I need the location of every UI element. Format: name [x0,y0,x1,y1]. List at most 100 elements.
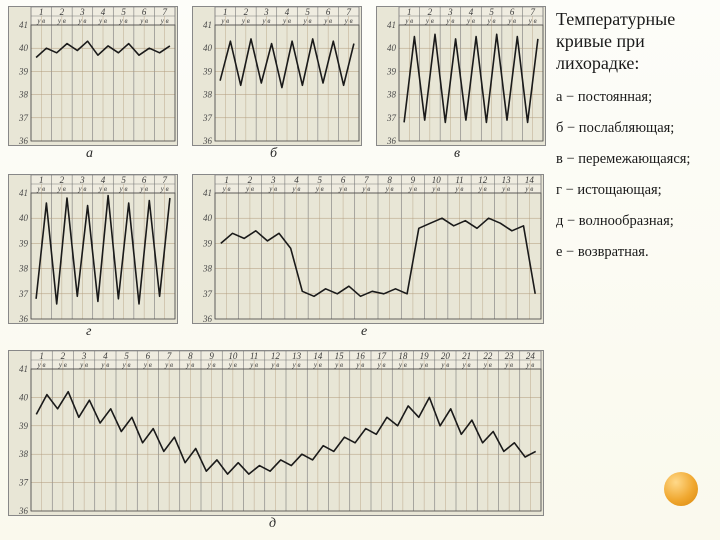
svg-text:16: 16 [356,351,366,361]
svg-text:14: 14 [313,351,323,361]
svg-text:у в: у в [270,361,279,369]
svg-text:10: 10 [228,351,238,361]
svg-text:24: 24 [526,351,536,361]
svg-text:у в: у в [185,361,194,369]
svg-text:у в: у в [268,185,277,193]
legend-item-4: д − волнообразная; [556,212,716,231]
svg-text:у в: у в [292,185,301,193]
legend-item-5: е − возвратная. [556,243,716,262]
svg-text:38: 38 [202,264,213,274]
svg-text:15: 15 [335,351,345,361]
svg-text:5: 5 [121,7,126,17]
svg-text:40: 40 [387,43,397,53]
svg-text:у в: у в [119,185,128,193]
svg-text:17: 17 [377,351,387,361]
svg-text:у в: у в [220,17,229,25]
svg-text:40: 40 [19,392,29,402]
svg-text:у в: у в [385,185,394,193]
svg-text:18: 18 [398,351,408,361]
slide-title: Температурные кривые при лихорадке: [556,8,716,74]
svg-text:2: 2 [60,7,65,17]
chart-caption-b: б [270,146,277,162]
svg-text:40: 40 [19,43,29,53]
svg-text:1: 1 [39,351,44,361]
chart-caption-g: г [86,324,91,340]
svg-text:у в: у в [36,185,45,193]
svg-text:у в: у в [36,17,45,25]
svg-text:39: 39 [18,238,29,248]
svg-text:у в: у в [164,361,173,369]
chart-d: 1у в2у в3у в4у в5у в6у в7у в8у в9у в10у … [8,350,544,516]
svg-text:у в: у в [425,17,434,25]
svg-text:у в: у в [455,185,464,193]
legend-item-1: б − послабляющая; [556,119,716,138]
svg-text:у в: у в [501,185,510,193]
svg-text:у в: у в [241,17,250,25]
chart-caption-a: а [86,146,93,162]
svg-text:6: 6 [326,7,331,17]
svg-text:у в: у в [37,361,46,369]
svg-text:у в: у в [338,185,347,193]
svg-text:37: 37 [18,113,29,123]
svg-text:у в: у в [466,17,475,25]
svg-text:39: 39 [202,238,213,248]
svg-text:7: 7 [162,175,167,185]
svg-text:у в: у в [249,361,258,369]
svg-text:37: 37 [386,113,397,123]
svg-text:у в: у в [445,17,454,25]
svg-text:39: 39 [18,66,29,76]
svg-text:20: 20 [441,351,451,361]
svg-text:1: 1 [407,7,412,17]
svg-text:41: 41 [203,20,212,30]
svg-text:38: 38 [18,449,29,459]
svg-text:2: 2 [244,7,249,17]
svg-text:5: 5 [489,7,494,17]
svg-text:у в: у в [323,17,332,25]
legend-item-3: г − истощающая; [556,181,716,200]
svg-text:у в: у в [245,185,254,193]
svg-text:у в: у в [483,361,492,369]
svg-text:8: 8 [188,351,193,361]
svg-text:41: 41 [19,188,28,198]
svg-text:у в: у в [77,17,86,25]
svg-text:3: 3 [447,7,453,17]
svg-text:у в: у в [355,361,364,369]
svg-text:у в: у в [222,185,231,193]
chart-e: 1у в2у в3у в4у в5у в6у в7у в8у в9у в10у … [192,174,544,324]
svg-text:41: 41 [387,20,396,30]
svg-text:40: 40 [19,213,29,223]
svg-text:у в: у в [303,17,312,25]
svg-text:2: 2 [61,351,66,361]
svg-text:36: 36 [202,136,213,145]
svg-text:36: 36 [18,136,29,145]
svg-text:36: 36 [18,314,29,323]
svg-text:37: 37 [202,113,213,123]
svg-text:у в: у в [334,361,343,369]
chart-caption-e: е [361,324,367,340]
svg-text:2: 2 [60,175,65,185]
svg-text:у в: у в [77,185,86,193]
svg-text:у в: у в [160,185,169,193]
chart-v: 1у в2у в3у в4у в5у в6у в7у в363738394041 [376,6,546,146]
svg-text:21: 21 [462,351,471,361]
svg-text:38: 38 [386,90,397,100]
svg-text:у в: у в [507,17,516,25]
svg-text:38: 38 [18,90,29,100]
svg-text:36: 36 [18,506,29,515]
svg-text:3: 3 [81,351,87,361]
svg-text:13: 13 [292,351,302,361]
svg-text:12: 12 [271,351,281,361]
svg-text:1: 1 [39,175,44,185]
svg-text:19: 19 [420,351,430,361]
legend-item-2: в − перемежающаяся; [556,150,716,169]
chart-g: 1у в2у в3у в4у в5у в6у в7у в363738394041 [8,174,178,324]
svg-text:у в: у в [261,17,270,25]
svg-text:1: 1 [224,175,229,185]
svg-text:у в: у в [361,185,370,193]
svg-text:2: 2 [248,175,253,185]
svg-text:у в: у в [487,17,496,25]
svg-text:41: 41 [19,364,28,374]
svg-text:9: 9 [411,175,416,185]
svg-text:37: 37 [18,478,29,488]
svg-text:4: 4 [469,7,474,17]
